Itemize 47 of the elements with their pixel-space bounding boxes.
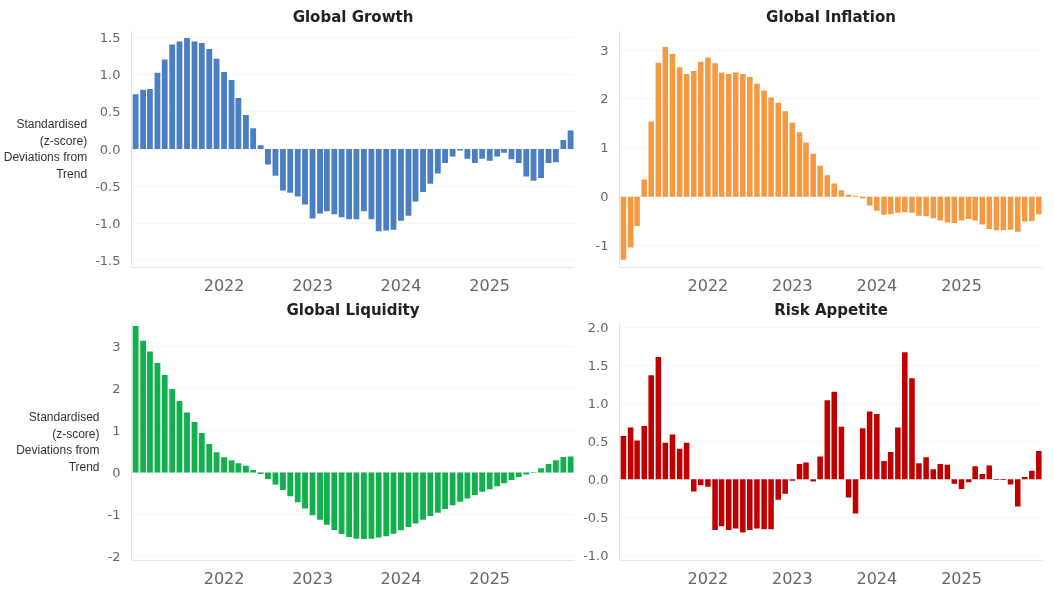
x-tick-label: 2025 [469, 568, 511, 588]
chart-title: Risk Appetite [774, 300, 888, 319]
x-tick-label: 2025 [941, 568, 982, 588]
x-tick-label: 2023 [292, 275, 333, 295]
x-tick-label: 2025 [469, 275, 511, 295]
y-tick-label: -2 [107, 548, 121, 564]
x-tick-label: 2024 [380, 275, 422, 295]
chart-title: Global Liquidity [286, 300, 420, 319]
y-tick-label: 0.0 [587, 471, 609, 487]
y-axis-title: Standardised (z-score) Deviations from Trend [3, 116, 88, 182]
x-tick-label: 2022 [687, 275, 729, 295]
y-tick-label: -1.0 [95, 215, 121, 231]
x-tick-label: 2025 [941, 275, 982, 295]
y-tick-label: 1.0 [587, 395, 609, 411]
y-tick-label: -0.5 [583, 509, 609, 525]
y-tick-label: -0.5 [95, 178, 121, 194]
x-tick-label: 2023 [772, 275, 813, 295]
x-tick-label: 2024 [856, 568, 898, 588]
x-tick-label: 2024 [380, 568, 422, 588]
x-tick-label: 2022 [687, 568, 729, 588]
x-tick-label: 2022 [203, 275, 245, 295]
y-tick-label: 0.0 [99, 141, 121, 157]
chart-title: Global Growth [292, 7, 414, 26]
y-tick-label: 2.0 [587, 319, 609, 335]
y-tick-label: 1.5 [587, 357, 609, 373]
y-tick-label: -1.0 [583, 547, 609, 563]
y-tick-label: 3 [600, 42, 609, 58]
y-tick-label: -1 [107, 506, 121, 522]
y-tick-label: 3 [112, 339, 121, 355]
y-tick-label: 2 [112, 381, 121, 397]
y-tick-label: 0.5 [587, 433, 609, 449]
y-tick-label: -1.5 [95, 252, 121, 268]
x-tick-label: 2023 [292, 568, 333, 588]
y-tick-label: 1.0 [99, 67, 121, 83]
chart-title: Global Inflation [766, 7, 896, 26]
y-axis-title: Standardised (z-score) Deviations from Trend [16, 409, 100, 475]
x-tick-label: 2023 [772, 568, 813, 588]
y-tick-label: -1 [595, 238, 609, 254]
y-tick-label: 2 [600, 91, 609, 107]
y-tick-label: 1 [112, 422, 121, 438]
y-tick-label: 0.5 [99, 104, 121, 120]
x-tick-label: 2024 [856, 275, 898, 295]
y-tick-label: 1 [600, 140, 609, 156]
y-tick-label: 0 [600, 189, 609, 205]
y-tick-label: 1.5 [99, 30, 121, 46]
x-tick-label: 2022 [203, 568, 245, 588]
y-tick-label: 0 [112, 464, 121, 480]
